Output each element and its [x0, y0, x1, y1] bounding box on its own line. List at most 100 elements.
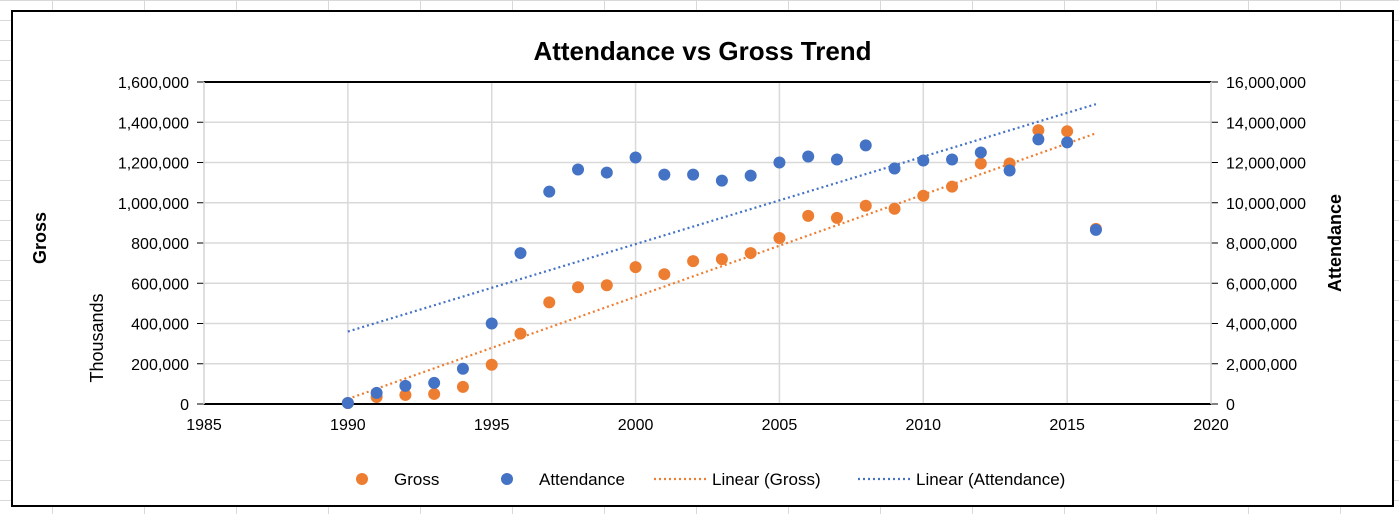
gross-point[interactable] — [744, 247, 757, 260]
gross-point[interactable] — [830, 211, 843, 224]
gross-point[interactable] — [543, 296, 556, 309]
axis-labels: 1985 1990 1995 2000 2005 2010 2015 2020 0 200,000… — [30, 75, 1345, 434]
y2-tick-label: 6,000,000 — [1226, 276, 1297, 293]
x-tick-label: 2005 — [762, 417, 798, 434]
attendance-point[interactable] — [485, 317, 498, 330]
y-tick-label: 1,400,000 — [118, 115, 189, 132]
data-points — [341, 124, 1102, 409]
gross-point[interactable] — [859, 199, 872, 212]
y-tick-label: 800,000 — [131, 236, 189, 253]
gross-point[interactable] — [802, 209, 815, 222]
gross-point[interactable] — [658, 268, 671, 281]
gross-point[interactable] — [773, 231, 786, 244]
gross-point[interactable] — [428, 387, 441, 400]
y-axis-units: Thousands — [87, 293, 107, 382]
gross-point[interactable] — [514, 327, 527, 340]
attendance-point[interactable] — [399, 379, 412, 392]
legend-item[interactable]: Linear (Attendance) — [858, 470, 1065, 489]
attendance-point[interactable] — [514, 247, 527, 260]
x-tick-label: 1990 — [330, 417, 366, 434]
gross-point[interactable] — [687, 255, 700, 268]
trendline-attendance — [347, 103, 1097, 333]
x-tick-label: 1985 — [186, 417, 222, 434]
gross-point[interactable] — [917, 189, 930, 202]
gross-point[interactable] — [629, 261, 642, 274]
gross-point[interactable] — [572, 281, 585, 294]
x-tick-label: 1995 — [474, 417, 510, 434]
attendance-point[interactable] — [1032, 133, 1045, 146]
attendance-point[interactable] — [658, 168, 671, 181]
y2-tick-label: 0 — [1226, 397, 1235, 414]
attendance-point[interactable] — [715, 174, 728, 187]
trendlines — [347, 103, 1097, 401]
axes — [197, 81, 1218, 405]
attendance-point[interactable] — [744, 169, 757, 182]
legend-label: Gross — [394, 470, 439, 489]
gross-point[interactable] — [399, 388, 412, 401]
attendance-point[interactable] — [687, 168, 700, 181]
x-tick-label: 2015 — [1049, 417, 1085, 434]
attendance-point[interactable] — [456, 362, 469, 375]
y-tick-label: 1,200,000 — [118, 156, 189, 173]
legend: Gross Attendance Linear (Gross) Linear (Att… — [356, 470, 1065, 489]
attendance-point[interactable] — [917, 154, 930, 167]
gross-point[interactable] — [715, 253, 728, 266]
x-tick-label: 2020 — [1193, 417, 1229, 434]
y2-tick-label: 2,000,000 — [1226, 357, 1297, 374]
chart-title: Attendance vs Gross Trend — [533, 36, 872, 66]
attendance-point[interactable] — [341, 396, 354, 409]
attendance-point[interactable] — [629, 151, 642, 164]
attendance-point[interactable] — [859, 139, 872, 152]
gross-point[interactable] — [456, 380, 469, 393]
y2-tick-label: 16,000,000 — [1226, 75, 1306, 92]
legend-label: Linear (Gross) — [712, 470, 821, 489]
y-tick-label: 600,000 — [131, 276, 189, 293]
grid-lines — [203, 82, 1212, 404]
legend-marker — [356, 473, 368, 485]
attendance-point[interactable] — [830, 153, 843, 166]
attendance-point[interactable] — [370, 386, 383, 399]
gross-point[interactable] — [888, 202, 901, 215]
legend-marker — [501, 473, 513, 485]
x-tick-label: 2010 — [905, 417, 941, 434]
x-tick-label: 2000 — [618, 417, 654, 434]
attendance-point[interactable] — [543, 185, 556, 198]
gross-point[interactable] — [1061, 125, 1074, 138]
chart-frame[interactable]: Attendance vs Gross Trend — [11, 10, 1394, 507]
attendance-point[interactable] — [600, 166, 613, 179]
attendance-point[interactable] — [974, 146, 987, 159]
attendance-point[interactable] — [572, 163, 585, 176]
attendance-point[interactable] — [1061, 136, 1074, 149]
y2-axis-title: Attendance — [1325, 194, 1345, 292]
y2-tick-label: 8,000,000 — [1226, 236, 1297, 253]
legend-label: Attendance — [539, 470, 625, 489]
y2-tick-label: 14,000,000 — [1226, 115, 1306, 132]
y-tick-label: 1,600,000 — [118, 75, 189, 92]
legend-item[interactable]: Attendance — [501, 470, 625, 489]
attendance-point[interactable] — [946, 153, 959, 166]
legend-item[interactable]: Linear (Gross) — [654, 470, 821, 489]
gross-point[interactable] — [600, 279, 613, 292]
gross-point[interactable] — [485, 358, 498, 371]
attendance-point[interactable] — [428, 376, 441, 389]
y-tick-label: 1,000,000 — [118, 196, 189, 213]
y2-tick-label: 10,000,000 — [1226, 196, 1306, 213]
attendance-point[interactable] — [888, 162, 901, 175]
y-tick-label: 400,000 — [131, 317, 189, 334]
trendline-gross — [347, 132, 1097, 401]
gross-point[interactable] — [946, 180, 959, 193]
attendance-point[interactable] — [1003, 164, 1016, 177]
y-tick-label: 200,000 — [131, 357, 189, 374]
attendance-point[interactable] — [773, 156, 786, 169]
y-axis-title: Gross — [30, 212, 50, 264]
attendance-point[interactable] — [802, 150, 815, 163]
attendance-point[interactable] — [1089, 223, 1102, 236]
legend-label: Linear (Attendance) — [916, 470, 1065, 489]
y2-tick-label: 12,000,000 — [1226, 156, 1306, 173]
legend-item[interactable]: Gross — [356, 470, 439, 489]
y2-tick-label: 4,000,000 — [1226, 317, 1297, 334]
gross-point[interactable] — [974, 157, 987, 170]
y-tick-label: 0 — [180, 397, 189, 414]
gross-point[interactable] — [1032, 124, 1045, 137]
